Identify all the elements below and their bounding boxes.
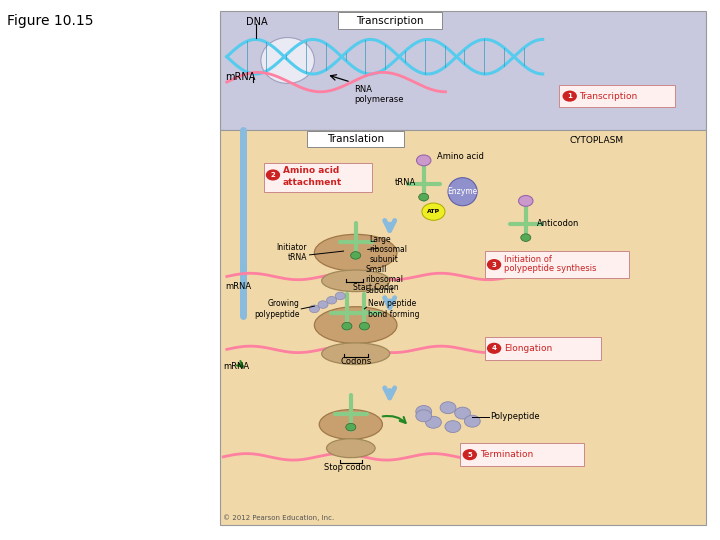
FancyBboxPatch shape <box>307 131 404 147</box>
Circle shape <box>563 91 576 101</box>
Text: 2: 2 <box>271 172 275 178</box>
Text: Elongation: Elongation <box>504 344 552 353</box>
Ellipse shape <box>327 438 375 457</box>
Circle shape <box>318 301 328 308</box>
Circle shape <box>342 322 352 330</box>
Text: Codons: Codons <box>340 357 372 366</box>
FancyBboxPatch shape <box>485 337 600 360</box>
Circle shape <box>327 296 337 304</box>
Text: Amino acid: Amino acid <box>436 152 484 161</box>
Text: Enzyme: Enzyme <box>447 187 478 196</box>
Ellipse shape <box>322 343 390 364</box>
Text: mRNA: mRNA <box>225 72 256 82</box>
Circle shape <box>518 195 533 206</box>
Circle shape <box>266 170 279 180</box>
Text: RNA
polymerase: RNA polymerase <box>354 85 404 104</box>
Text: 1: 1 <box>567 93 572 99</box>
Bar <box>220 130 706 525</box>
Circle shape <box>346 423 356 431</box>
Ellipse shape <box>448 178 477 206</box>
Circle shape <box>310 305 320 313</box>
Circle shape <box>426 416 441 428</box>
Text: tRNA: tRNA <box>395 178 416 187</box>
Circle shape <box>464 415 480 427</box>
Circle shape <box>521 234 531 241</box>
Circle shape <box>351 252 361 259</box>
Circle shape <box>464 450 477 460</box>
Text: Transcription: Transcription <box>579 92 637 100</box>
Text: Polypeptide: Polypeptide <box>490 413 540 421</box>
FancyBboxPatch shape <box>485 251 629 278</box>
FancyBboxPatch shape <box>264 163 372 192</box>
Circle shape <box>455 407 471 419</box>
Circle shape <box>416 410 432 422</box>
Text: Translation: Translation <box>327 134 384 144</box>
Circle shape <box>359 322 369 330</box>
Text: New peptide
bond forming: New peptide bond forming <box>368 299 419 319</box>
Circle shape <box>422 203 445 220</box>
Circle shape <box>440 402 456 414</box>
Text: 5: 5 <box>467 451 472 458</box>
Circle shape <box>487 260 500 269</box>
Text: Start Codon: Start Codon <box>354 283 399 292</box>
Bar <box>220 11 706 130</box>
Circle shape <box>419 193 429 201</box>
Ellipse shape <box>319 409 382 440</box>
Text: Small
ribosomal
subunit: Small ribosomal subunit <box>365 265 403 295</box>
Ellipse shape <box>315 234 397 271</box>
Text: Large
ribosomal
subunit: Large ribosomal subunit <box>369 234 408 265</box>
Circle shape <box>417 155 431 166</box>
Text: Initiator
tRNA: Initiator tRNA <box>276 243 307 262</box>
Circle shape <box>445 421 461 433</box>
Ellipse shape <box>322 270 390 292</box>
Text: Figure 10.15: Figure 10.15 <box>7 14 94 28</box>
Text: 3: 3 <box>492 261 497 268</box>
Text: Termination: Termination <box>480 450 533 459</box>
Text: Amino acid: Amino acid <box>283 166 339 175</box>
FancyBboxPatch shape <box>461 443 584 466</box>
FancyBboxPatch shape <box>559 85 675 107</box>
Circle shape <box>416 406 432 417</box>
Text: © 2012 Pearson Education, Inc.: © 2012 Pearson Education, Inc. <box>223 514 335 521</box>
Ellipse shape <box>315 307 397 343</box>
Text: Anticodon: Anticodon <box>536 219 579 227</box>
Text: Transcription: Transcription <box>356 16 423 25</box>
Ellipse shape <box>261 37 315 83</box>
Text: Growing
polypeptide: Growing polypeptide <box>254 299 300 319</box>
Text: Initiation of: Initiation of <box>504 255 552 264</box>
FancyBboxPatch shape <box>338 12 441 29</box>
Text: polypeptide synthesis: polypeptide synthesis <box>504 265 597 273</box>
Text: attachment: attachment <box>283 178 342 187</box>
Text: CYTOPLASM: CYTOPLASM <box>570 136 624 145</box>
Circle shape <box>487 343 500 353</box>
Text: Stop codon: Stop codon <box>323 463 371 472</box>
Circle shape <box>336 292 346 300</box>
Text: mRNA: mRNA <box>223 362 249 371</box>
Text: mRNA: mRNA <box>225 282 251 291</box>
Text: ATP: ATP <box>427 209 440 214</box>
Text: DNA: DNA <box>246 17 268 26</box>
Text: 4: 4 <box>492 345 497 352</box>
